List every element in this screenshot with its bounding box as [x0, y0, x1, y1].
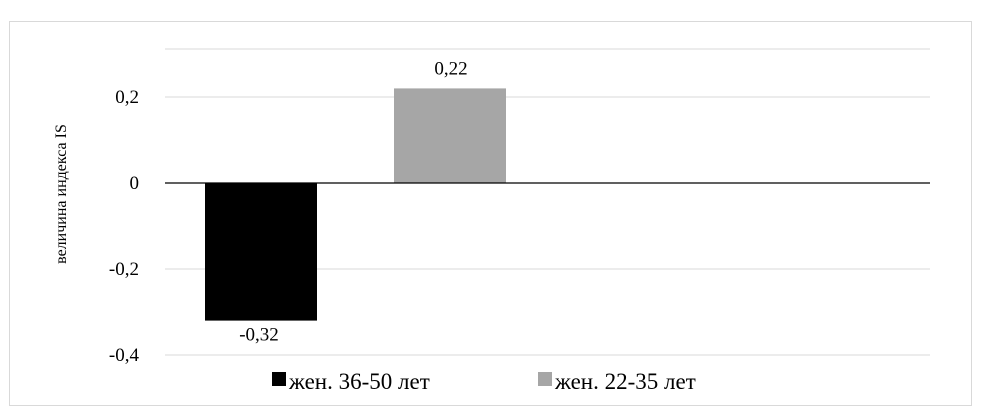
data-label: 0,22 [434, 58, 467, 79]
y-axis-label: величина индекса IS [53, 124, 70, 264]
bars [205, 88, 506, 321]
y-tick-label: -0,2 [109, 259, 139, 280]
bar [394, 88, 506, 183]
y-tick-label: -0,4 [109, 345, 140, 366]
legend: жен. 36-50 лет жен. 22-35 лет [272, 369, 696, 394]
y-tick-labels: -0,4 -0,2 0 0,2 [109, 87, 140, 366]
legend-label: жен. 22-35 лет [554, 369, 696, 394]
bar [205, 183, 317, 321]
legend-label: жен. 36-50 лет [288, 369, 430, 394]
legend-swatch [538, 372, 552, 386]
y-tick-label: 0,2 [115, 87, 139, 108]
legend-swatch [272, 372, 286, 386]
data-labels: -0,32 0,22 [239, 58, 467, 345]
data-label: -0,32 [239, 325, 279, 346]
chart-frame [9, 21, 972, 406]
y-tick-label: 0 [130, 173, 140, 194]
